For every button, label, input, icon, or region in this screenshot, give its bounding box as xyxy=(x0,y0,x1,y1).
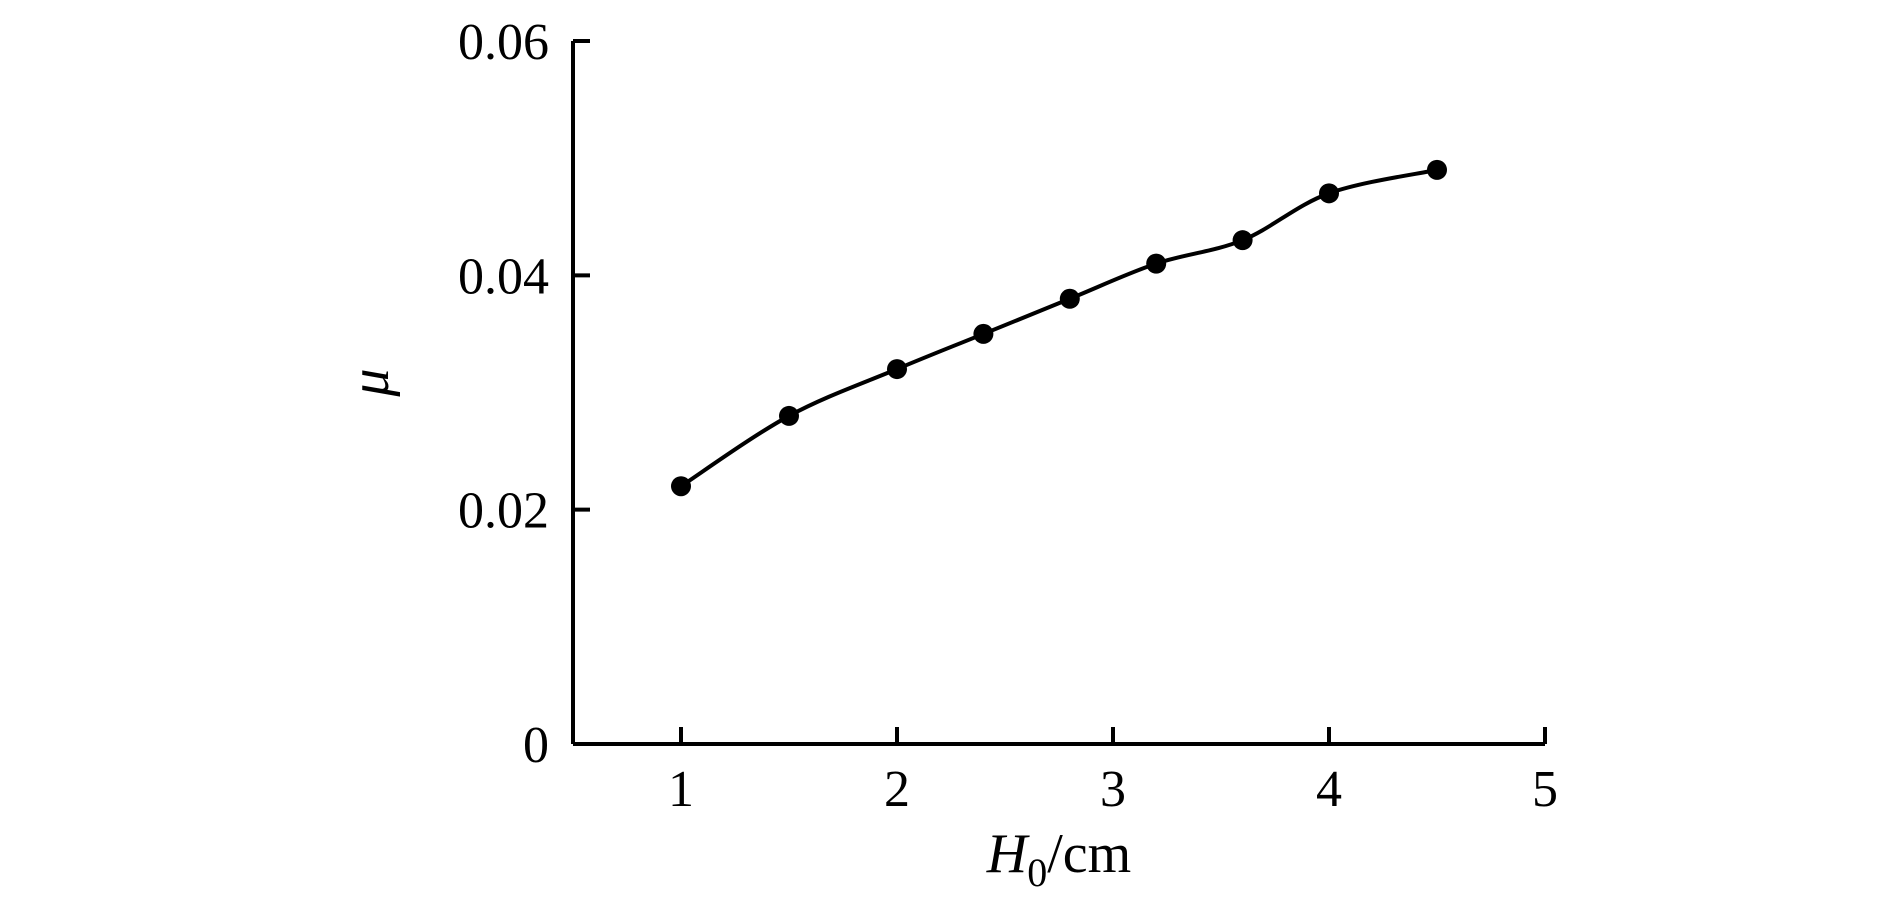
data-point xyxy=(1059,288,1080,309)
y-tick-label: 0 xyxy=(523,717,549,774)
data-point xyxy=(1427,159,1447,180)
data-point xyxy=(671,476,691,497)
data-point xyxy=(1232,230,1253,251)
data-point xyxy=(887,359,907,380)
y-tick-label: 0.06 xyxy=(458,14,549,71)
series-line xyxy=(679,167,1438,488)
x-tick-label: 1 xyxy=(668,761,694,818)
data-point xyxy=(1146,253,1167,274)
data-point xyxy=(1319,183,1339,204)
axes-group xyxy=(571,41,1545,746)
y-tick-label: 0.04 xyxy=(458,248,549,305)
series-group xyxy=(671,159,1447,497)
x-axis-label-symbol: H xyxy=(986,823,1030,885)
x-tick-label: 5 xyxy=(1532,761,1558,818)
x-axis-label-subscript: 0 xyxy=(1027,850,1047,895)
x-tick-label: 4 xyxy=(1316,761,1342,818)
data-point xyxy=(973,323,994,344)
y-axis-label: μ xyxy=(339,368,401,397)
x-tick-label: 2 xyxy=(884,761,910,818)
x-ticks-group: 1 2 3 4 5 xyxy=(668,727,1558,818)
y-tick-label: 0.02 xyxy=(458,483,549,540)
x-axis-label: H0/cm xyxy=(986,823,1131,895)
x-axis-label-unit: /cm xyxy=(1047,823,1131,885)
data-point xyxy=(779,405,799,426)
y-ticks-group: 0 0.02 0.04 0.06 xyxy=(458,14,590,774)
x-tick-label: 3 xyxy=(1100,761,1126,818)
